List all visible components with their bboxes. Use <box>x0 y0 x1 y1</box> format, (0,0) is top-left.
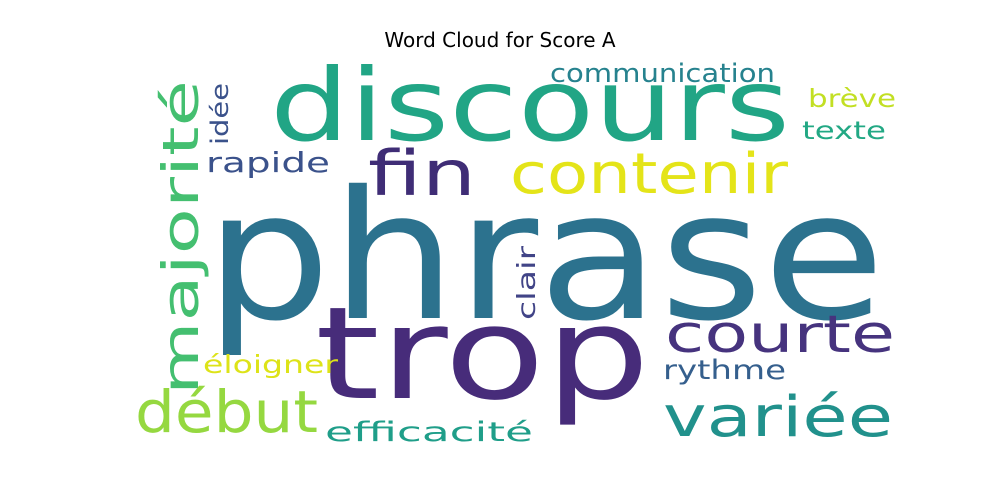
word-discours: discours <box>270 47 790 164</box>
word-trop: trop <box>315 280 650 429</box>
word-efficacite: efficacité <box>325 417 533 448</box>
word-contenir: contenir <box>510 142 789 207</box>
word-idee: idée <box>206 83 234 145</box>
word-texte: texte <box>802 116 886 145</box>
word-clair: clair <box>512 245 541 320</box>
word-debut: début <box>135 378 318 446</box>
word-communication: communication <box>550 59 775 89</box>
word-majorite: majorité <box>152 80 210 395</box>
word-courte: courte <box>665 305 895 365</box>
word-rapide: rapide <box>206 146 330 179</box>
word-rythme: rythme <box>663 355 786 386</box>
word-fin: fin <box>368 137 476 210</box>
word-variee: variée <box>663 385 893 450</box>
word-eloigner: éloigner <box>203 350 339 379</box>
word-breve: brève <box>808 84 896 113</box>
word-phrase: phrase <box>205 153 885 360</box>
chart-title: Word Cloud for Score A <box>384 28 616 52</box>
